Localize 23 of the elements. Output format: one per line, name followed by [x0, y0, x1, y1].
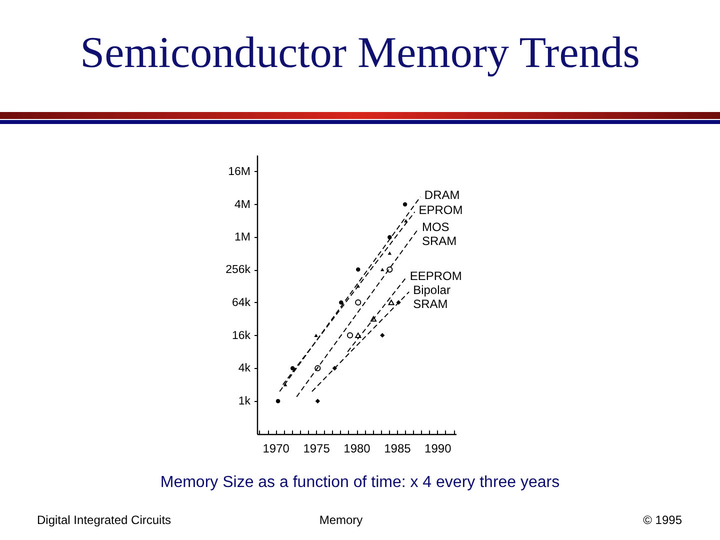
y-tick-label: 4M	[234, 198, 250, 211]
y-tick-label: 256k	[226, 264, 251, 276]
x-tick-label: 1975	[303, 442, 330, 456]
text: Digital Integrated Circuits	[37, 513, 172, 528]
series-label: EEPROM	[410, 268, 462, 283]
y-tick-label: 16M	[228, 166, 250, 178]
y-tick-label: 16k	[232, 330, 251, 342]
series-label: EPROM	[418, 202, 463, 217]
series-label: Bipolar SRAM	[413, 282, 450, 311]
text: Memory Size as a function of time: x 4 every three years	[159, 473, 561, 492]
series-label: MOS SRAM	[422, 220, 457, 248]
y-tick-label: 64k	[232, 296, 251, 309]
text: © 1995	[643, 513, 682, 528]
x-tick-label: 1990	[424, 442, 452, 456]
y-tick-label: 1k	[238, 396, 251, 408]
text: Memory	[318, 513, 364, 528]
series-label: DRAM	[424, 188, 460, 202]
x-tick-label: 1985	[384, 442, 412, 456]
chart-title: Semiconductor Memory Trends	[79, 27, 641, 79]
x-tick-label: 1980	[344, 442, 371, 456]
x-tick-label: 1970	[262, 442, 290, 456]
y-tick-label: 4k	[238, 362, 251, 375]
y-tick-label: 1M	[234, 232, 250, 244]
